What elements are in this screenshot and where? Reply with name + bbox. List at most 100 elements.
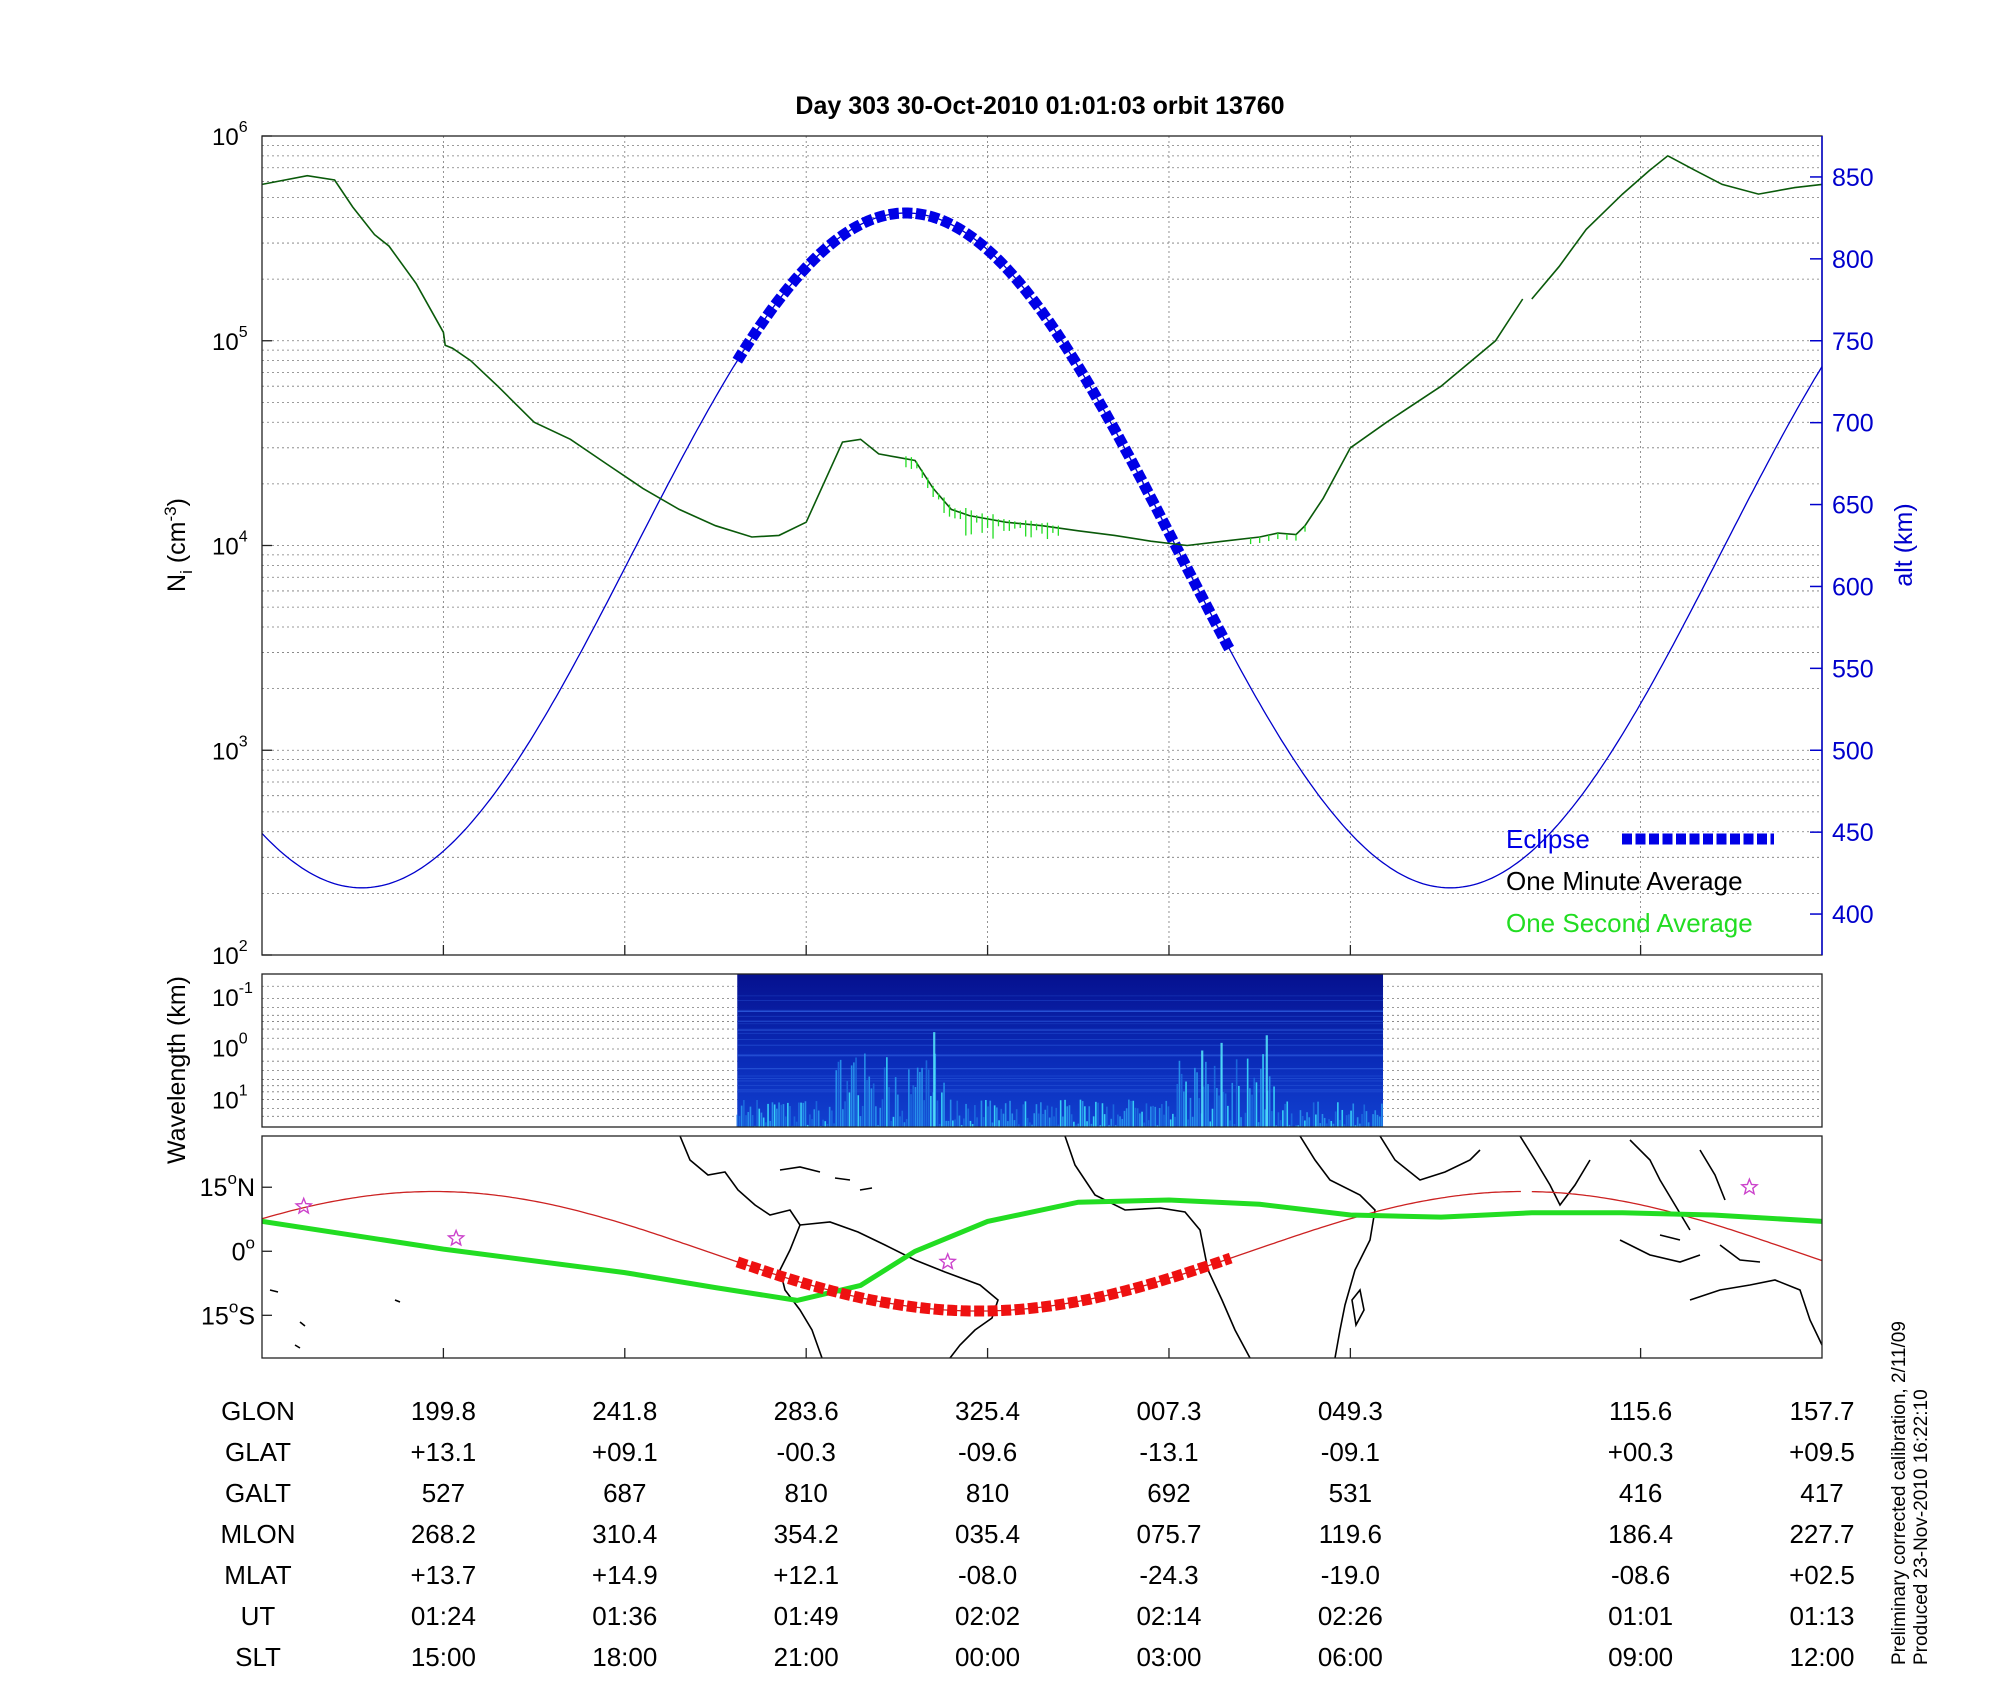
spectrogram-streaks — [736, 995, 1384, 1127]
spectrogram-ytick-base: 10 — [212, 1035, 239, 1062]
table-cell: +00.3 — [1608, 1437, 1674, 1467]
table-cell: +14.9 — [592, 1560, 658, 1590]
altitude-y-ticks: 400 450 500 550 600 650 700 750 800 850 — [1810, 164, 1874, 929]
india-coast — [1519, 1136, 1591, 1207]
star-markers — [294, 1177, 1759, 1270]
altitude-ylabel: alt (km) — [1890, 503, 1918, 586]
table-cell: -24.3 — [1139, 1560, 1198, 1590]
table-cell: 268.2 — [411, 1519, 476, 1549]
table-row-label: UT — [241, 1601, 276, 1631]
ephemeris-table: GLON GLAT GALT MLON MLAT UT SLT 199.8 +13.1 527 26… — [220, 1396, 1854, 1672]
density-ytick-exp: 5 — [239, 324, 248, 341]
map-frame — [261, 1135, 1823, 1359]
table-cell: +09.5 — [1789, 1437, 1855, 1467]
table-cell: 199.8 — [411, 1396, 476, 1426]
density-ytick-base: 10 — [212, 329, 239, 356]
side-note-line1: Preliminary corrected calibration, 2/11/… — [1889, 1321, 1910, 1665]
table-cell: -08.6 — [1611, 1560, 1670, 1590]
star-marker — [938, 1251, 958, 1270]
table-row-label: MLON — [220, 1519, 295, 1549]
density-ylabel-unit-close: ) — [163, 498, 191, 506]
arabia-coast — [1379, 1136, 1481, 1181]
table-cell: 310.4 — [592, 1519, 657, 1549]
map-ytick-label: 15oS — [201, 1297, 255, 1330]
table-cell: 115.6 — [1609, 1396, 1672, 1426]
orbit-track — [262, 1190, 1521, 1312]
table-cell: 01:36 — [592, 1601, 657, 1631]
madagascar — [1351, 1288, 1365, 1328]
density-ytick-label: 103 — [212, 733, 248, 765]
table-cell: 227.7 — [1789, 1519, 1854, 1549]
table-cell: +13.1 — [410, 1437, 476, 1467]
table-row-label: GALT — [225, 1478, 291, 1508]
altitude-ytick-label: 400 — [1832, 901, 1874, 929]
table-cell: -08.0 — [958, 1560, 1017, 1590]
map-ytick-degree: o — [246, 1233, 255, 1252]
density-ytick-base: 10 — [212, 124, 239, 151]
table-cell: 692 — [1147, 1478, 1190, 1508]
table-cell: +02.5 — [1789, 1560, 1855, 1590]
table-cell: 01:24 — [411, 1601, 476, 1631]
table-cell: 810 — [784, 1478, 827, 1508]
altitude-ytick-label: 600 — [1832, 573, 1874, 601]
map-ytick-degree: o — [227, 1169, 236, 1188]
legend-one-minute-label: One Minute Average — [1506, 866, 1743, 896]
density-ylabel-main: N — [163, 574, 191, 592]
magnetic-equator-line — [262, 1197, 1822, 1303]
table-cell: 01:13 — [1789, 1601, 1854, 1631]
table-cell: -09.6 — [958, 1437, 1017, 1467]
table-cell: +09.1 — [592, 1437, 658, 1467]
south-america-coast — [799, 1221, 999, 1358]
density-ytick-label: 106 — [212, 119, 248, 151]
density-ytick-base: 10 — [212, 738, 239, 765]
chart-title: Day 303 30-Oct-2010 01:01:03 orbit 13760 — [795, 92, 1284, 120]
table-cell: 531 — [1329, 1478, 1372, 1508]
spectrogram-ytick-base: 10 — [212, 985, 239, 1012]
map-ytick-label: 0o — [232, 1233, 255, 1266]
table-cell: 325.4 — [955, 1396, 1020, 1426]
table-cell: 21:00 — [774, 1642, 839, 1672]
spectrogram-ytick-label: 101 — [212, 1082, 248, 1114]
density-ylabel-sub: i — [177, 570, 196, 574]
altitude-ytick-label: 850 — [1832, 164, 1874, 192]
spectrogram-ytick-exp: -1 — [239, 980, 253, 997]
table-cell: -09.1 — [1321, 1437, 1380, 1467]
table-cell: 075.7 — [1136, 1519, 1201, 1549]
table-cell: 283.6 — [774, 1396, 839, 1426]
legend: Eclipse One Minute Average One Second Av… — [1506, 824, 1774, 938]
density-ytick-exp: 3 — [239, 733, 248, 750]
map-ytick-label: 15oN — [200, 1169, 255, 1202]
density-ytick-exp: 4 — [239, 529, 248, 546]
altitude-ytick-label: 750 — [1832, 328, 1874, 356]
map-ytick-value: 15 — [200, 1174, 228, 1202]
legend-one-second-label: One Second Average — [1506, 908, 1753, 938]
altitude-ytick-label: 450 — [1832, 819, 1874, 847]
table-row-label: SLT — [235, 1642, 281, 1672]
density-ytick-label: 105 — [212, 324, 248, 356]
table-cell: 06:00 — [1318, 1642, 1383, 1672]
altitude-ytick-label: 800 — [1832, 246, 1874, 274]
table-cell: 035.4 — [955, 1519, 1020, 1549]
table-cell: -00.3 — [777, 1437, 836, 1467]
table-row-label: MLAT — [224, 1560, 292, 1590]
table-cell: 18:00 — [592, 1642, 657, 1672]
map-ytick-value: 0 — [232, 1238, 246, 1266]
indonesia-islands — [1619, 1234, 1761, 1263]
map-ytick-hemisphere: S — [238, 1302, 255, 1330]
density-ytick-label: 102 — [212, 938, 248, 970]
north-america-coast — [679, 1136, 801, 1226]
table-cell: 157.7 — [1789, 1396, 1854, 1426]
density-ytick-base: 10 — [212, 943, 239, 970]
density-ytick-exp: 2 — [239, 938, 248, 955]
spectrogram-ytick-label: 10-1 — [212, 980, 253, 1012]
table-cell: 687 — [603, 1478, 646, 1508]
altitude-ytick-label: 500 — [1832, 737, 1874, 765]
star-marker — [1739, 1177, 1759, 1196]
table-cell: 01:49 — [774, 1601, 839, 1631]
orbit-track-2 — [1531, 1190, 1822, 1262]
table-cell: -19.0 — [1321, 1560, 1380, 1590]
table-cell: 007.3 — [1136, 1396, 1201, 1426]
